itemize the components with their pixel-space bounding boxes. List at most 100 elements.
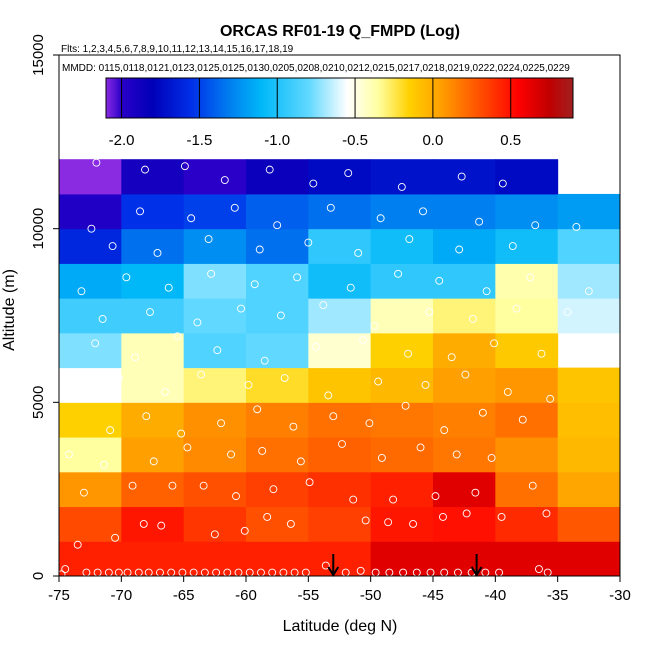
sample-point — [377, 453, 386, 462]
sample-point — [431, 492, 440, 501]
sample-point — [253, 405, 262, 414]
sample-point — [338, 440, 346, 448]
x-axis-label: Latitude (deg N) — [283, 618, 398, 635]
heatmap-cell — [433, 367, 496, 403]
heatmap-cell — [495, 228, 559, 264]
sample-point — [526, 273, 535, 282]
sample-point — [128, 481, 137, 490]
heatmap-cell — [183, 228, 247, 264]
x-tick-label: -75 — [48, 587, 70, 604]
sample-point — [478, 408, 487, 417]
heatmap-cell — [433, 263, 496, 299]
sample-point — [425, 308, 434, 316]
sample-point — [146, 308, 154, 316]
heatmap-cell — [370, 228, 434, 264]
sample-point — [405, 235, 414, 244]
heatmap-cell — [183, 263, 247, 299]
heatmap-cell — [433, 471, 496, 508]
sample-point — [546, 394, 555, 403]
colorbar-tick-label: 0.0 — [422, 132, 443, 149]
sample-point — [258, 447, 267, 455]
flight-arrow — [470, 554, 483, 577]
sample-point — [503, 387, 512, 396]
heatmap-cell — [121, 367, 185, 403]
sample-point — [111, 533, 120, 542]
colorbar-ticks: -2.0 -1.5 -1.0 -0.5 0.0 0.5 — [109, 78, 521, 149]
heatmap-cell — [183, 332, 247, 369]
heatmap-cell — [308, 332, 372, 369]
sample-point — [584, 287, 593, 296]
heatmap-cell — [557, 193, 621, 230]
sample-point — [250, 280, 259, 289]
sample-point — [92, 158, 101, 167]
heatmap-cell — [183, 367, 247, 403]
sample-point — [321, 561, 330, 570]
heatmap-cell — [59, 193, 122, 230]
heatmap-cell — [121, 506, 185, 542]
sample-point — [199, 481, 208, 490]
sample-point — [73, 540, 82, 549]
sample-point — [354, 249, 363, 257]
sample-point — [462, 509, 471, 518]
heatmap-cell — [370, 263, 434, 299]
heatmap-cell — [183, 471, 247, 508]
heatmap-cell — [557, 437, 621, 473]
colorbar-tick-label: -1.0 — [264, 132, 290, 149]
heatmap-cell — [121, 193, 185, 230]
heatmap-cell — [557, 402, 621, 438]
sample-point — [217, 419, 226, 428]
x-tick-label: -30 — [609, 587, 631, 604]
x-tick-label: -65 — [173, 587, 195, 604]
sample-point — [361, 516, 370, 525]
sample-point — [365, 419, 374, 428]
colorbar: -2.0 -1.5 -1.0 -0.5 0.0 0.5 — [105, 77, 574, 149]
sample-point — [87, 224, 96, 233]
heatmap-cell — [495, 402, 559, 438]
x-tick-label: -55 — [297, 587, 319, 604]
sample-point — [273, 221, 282, 230]
sample-point — [305, 478, 314, 487]
heatmap-cell — [495, 506, 559, 542]
sample-point — [183, 443, 192, 452]
chart-title: ORCAS RF01-19 Q_FMPD (Log) — [220, 23, 460, 40]
heatmap-cells — [59, 159, 621, 577]
heatmap-cell — [59, 506, 122, 542]
heatmap-cell — [308, 193, 372, 230]
heatmap-cell — [433, 437, 496, 473]
heatmap-cell — [308, 437, 372, 473]
sample-point — [197, 370, 206, 379]
heatmap-cell — [183, 541, 247, 577]
heatmap-cell — [370, 471, 434, 508]
sample-point — [280, 374, 289, 382]
sample-point — [139, 519, 148, 528]
x-tick-label: -70 — [110, 587, 132, 604]
sample-point — [79, 488, 88, 497]
heatmap-cell — [433, 159, 496, 195]
sample-point — [404, 349, 413, 358]
heatmap-cell — [433, 228, 496, 264]
sample-point — [416, 443, 425, 452]
sample-point — [293, 273, 302, 282]
heatmap-cell — [121, 228, 185, 264]
heatmap-cell — [121, 541, 185, 577]
heatmap-cell — [557, 541, 621, 577]
heatmap-cell — [246, 193, 309, 230]
sample-point — [475, 217, 484, 226]
sample-point — [153, 249, 162, 257]
sample-point — [487, 453, 496, 462]
heatmap-cell — [246, 159, 309, 195]
heatmap-cell — [308, 506, 372, 542]
heatmap-cell — [308, 263, 372, 299]
sample-point — [157, 521, 166, 530]
flights-label: Flts: 1,2,3,4,5,6,7,8,9,10,11,12,13,14,1… — [61, 44, 294, 55]
x-axis: -75 -70 -65 -60 -55 -50 -45 -40 -35 -30 — [48, 576, 631, 604]
heatmap-cell — [433, 332, 496, 369]
heatmap-cell — [370, 402, 434, 438]
y-tick-label: 15000 — [30, 34, 47, 76]
heatmap-cell — [246, 402, 309, 438]
colorbar-gradient — [105, 77, 574, 119]
sample-point — [374, 377, 383, 386]
sample-point — [397, 183, 406, 191]
dates-label: MMDD: 0115,0118,0121,0123,0125,0125,0130… — [62, 63, 570, 74]
heatmap-cell — [370, 193, 434, 230]
